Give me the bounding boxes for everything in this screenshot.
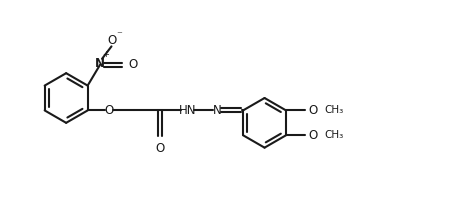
Text: O: O	[108, 34, 117, 47]
Text: CH₃: CH₃	[324, 130, 344, 140]
Text: CH₃: CH₃	[324, 105, 344, 115]
Text: O: O	[156, 142, 165, 155]
Text: N: N	[213, 104, 222, 117]
Text: HN: HN	[179, 104, 196, 117]
Text: ⁻: ⁻	[116, 30, 122, 40]
Text: O: O	[128, 58, 137, 71]
Text: N: N	[95, 57, 105, 70]
Text: O: O	[308, 129, 317, 142]
Text: O: O	[308, 104, 317, 117]
Text: +: +	[103, 50, 109, 59]
Text: O: O	[104, 104, 113, 117]
